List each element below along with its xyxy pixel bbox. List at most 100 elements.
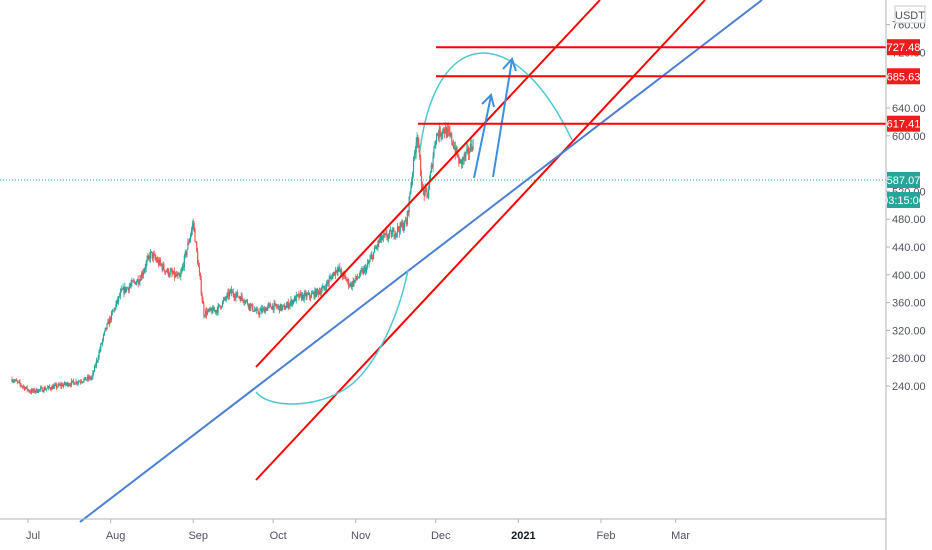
candle-body	[259, 310, 261, 315]
candle-body	[180, 272, 182, 277]
candle-body	[21, 385, 23, 387]
candle-body	[460, 159, 463, 164]
candle-body	[380, 235, 382, 239]
candle-body	[203, 304, 205, 316]
time-tick-label: Jul	[26, 530, 40, 542]
trend-line[interactable]	[79, 0, 763, 523]
candle-body	[210, 308, 212, 311]
candle-body	[134, 281, 137, 285]
candle-body	[399, 222, 401, 233]
candle-body	[239, 297, 241, 301]
candle-body	[72, 380, 74, 383]
candle-body	[338, 267, 340, 269]
candle-body	[250, 305, 252, 309]
candle-body	[218, 304, 220, 306]
candle-body	[299, 293, 301, 298]
candle-body	[469, 144, 471, 152]
time-axis[interactable]: Jul Aug Sep Oct Nov Dec 2021 Feb Mar	[26, 519, 690, 542]
candle-body	[117, 299, 119, 302]
candle-body	[439, 127, 441, 136]
candle-body	[197, 251, 199, 264]
rounding-curve[interactable]	[255, 269, 409, 405]
currency-box[interactable]	[894, 5, 926, 24]
candle-body	[123, 287, 125, 294]
candle-body	[279, 304, 281, 311]
level-badge-label: 685.63	[887, 71, 921, 83]
candle-body	[164, 269, 166, 273]
candle-body	[396, 226, 399, 233]
candle-body	[101, 343, 103, 345]
candle-body	[324, 288, 327, 290]
level-badge	[887, 68, 920, 85]
candle-body	[173, 271, 176, 278]
candle-body	[23, 386, 26, 390]
candle-body	[111, 311, 113, 313]
candle-body	[52, 386, 54, 390]
candle-body	[177, 273, 179, 275]
candle-body	[165, 271, 168, 273]
candle-body	[451, 133, 453, 142]
candle-body	[132, 280, 134, 282]
candle-body	[271, 305, 273, 310]
candle-body	[392, 229, 394, 232]
candle-body	[29, 391, 31, 393]
candle-body	[94, 365, 96, 372]
projection-arrow-2[interactable]	[492, 59, 513, 178]
candle-body	[269, 304, 271, 305]
candle-body	[34, 391, 36, 393]
candle-body	[400, 222, 402, 227]
candle-body	[137, 279, 139, 284]
candle-body	[91, 376, 93, 378]
candle-body	[167, 269, 169, 276]
candle-body	[69, 384, 71, 386]
candle-body	[237, 292, 239, 297]
candle-body	[237, 296, 240, 298]
candle-body	[192, 223, 194, 226]
candle-body	[62, 384, 64, 387]
candle-body	[472, 140, 474, 151]
candle-body	[336, 271, 338, 273]
candle-body	[141, 273, 144, 275]
candle-body	[321, 288, 323, 292]
candle-body	[130, 284, 132, 286]
candle-body	[370, 256, 372, 259]
candle-body	[462, 157, 464, 160]
candle-body	[144, 268, 146, 270]
candle-body	[183, 255, 185, 268]
candle-body	[268, 304, 270, 306]
candle-body	[149, 251, 152, 259]
candle-body	[170, 270, 172, 272]
candle-body	[309, 293, 311, 297]
candle-body	[267, 305, 269, 308]
candle-body	[262, 307, 265, 309]
candle-body	[382, 234, 384, 239]
candle-body	[470, 144, 472, 150]
candle-body	[354, 279, 356, 281]
candle-body	[441, 133, 443, 135]
candle-body	[245, 300, 248, 302]
candle-body	[113, 308, 115, 311]
candle-body	[332, 274, 334, 279]
candle-body	[62, 384, 65, 387]
candle-body	[317, 290, 320, 295]
channel-upper-line[interactable]	[255, 0, 601, 368]
candle-body	[86, 379, 88, 381]
candle-body	[346, 280, 348, 282]
candle-body	[235, 294, 237, 299]
candle-body	[209, 308, 211, 311]
candle-body	[68, 384, 70, 387]
projection-arrow-1-head	[481, 93, 495, 108]
candle-body	[66, 382, 68, 385]
candle-body	[30, 391, 32, 393]
projection-arrow-1[interactable]	[473, 95, 492, 179]
candle-body	[156, 259, 158, 262]
projection-arc[interactable]	[419, 52, 573, 151]
channel-lower-line[interactable]	[255, 0, 706, 481]
candle-body	[337, 268, 339, 272]
candle-body	[142, 272, 145, 275]
candle-body	[365, 266, 368, 273]
candle-body	[15, 379, 18, 382]
candle-body	[24, 387, 26, 390]
candle-body	[372, 252, 375, 260]
